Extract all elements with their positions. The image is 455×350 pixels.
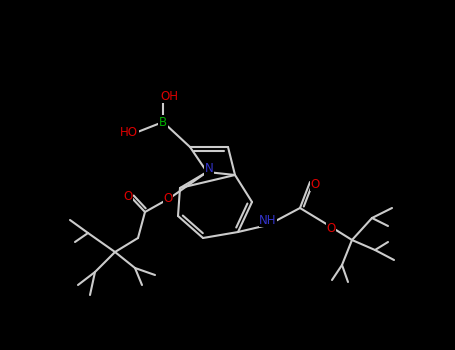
Text: HO: HO — [120, 126, 138, 140]
Text: OH: OH — [160, 90, 178, 103]
Text: NH: NH — [259, 214, 277, 226]
Text: B: B — [159, 116, 167, 128]
Text: O: O — [123, 189, 132, 203]
Text: O: O — [326, 223, 336, 236]
Text: N: N — [205, 162, 213, 175]
Text: O: O — [163, 193, 172, 205]
Text: O: O — [310, 177, 319, 190]
